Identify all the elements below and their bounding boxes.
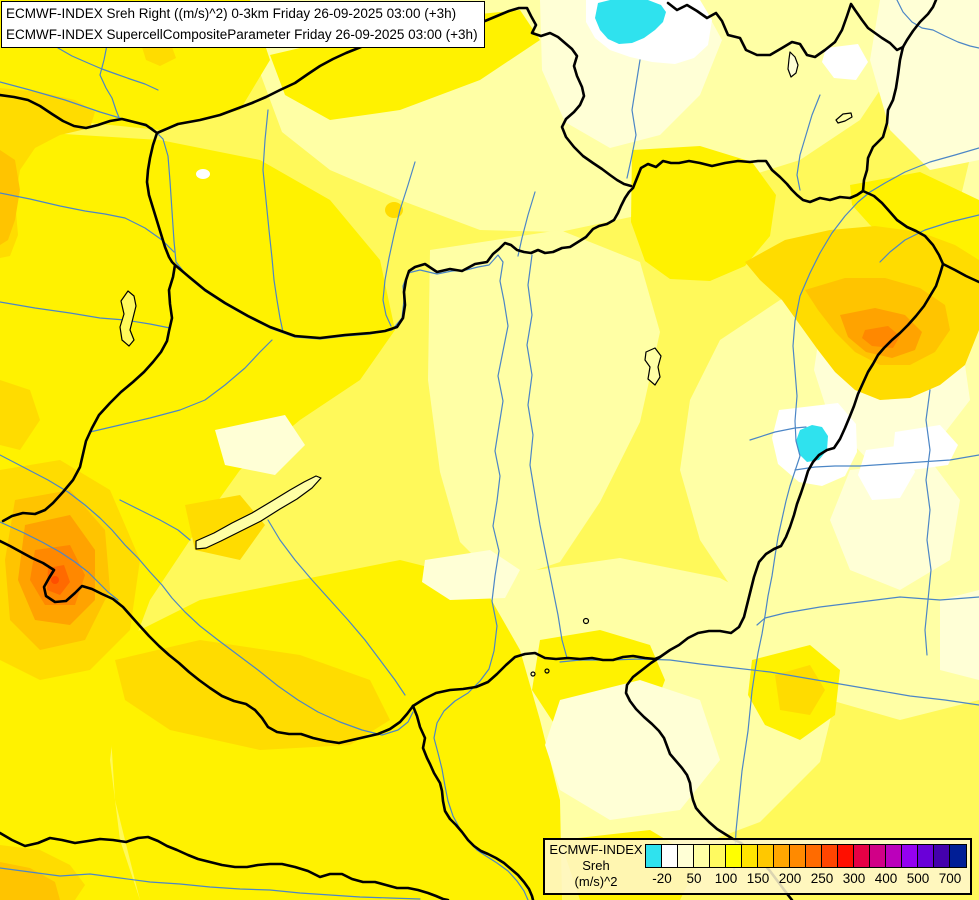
border-hu-ro xyxy=(658,189,945,659)
colorbar-ticks: -20 50 100 150 200 250 300 400 500 700 xyxy=(645,869,969,889)
river xyxy=(626,59,641,179)
legend-param: Sreh xyxy=(582,858,610,873)
river-tisza xyxy=(733,147,979,871)
river xyxy=(99,44,121,121)
lake-balaton xyxy=(195,475,322,550)
colorbar-cell xyxy=(678,845,694,867)
colorbar-cell xyxy=(918,845,934,867)
river xyxy=(89,339,273,433)
border-southwest-hook xyxy=(0,539,415,745)
border-hu-sk xyxy=(173,159,865,340)
lake-tisza xyxy=(644,347,662,386)
river xyxy=(756,596,979,626)
river xyxy=(796,94,821,191)
title-line-1: ECMWF-INDEX Sreh Right ((m/s)^2) 0-3km F… xyxy=(6,6,457,21)
river xyxy=(119,499,191,541)
colorbar-cell xyxy=(902,845,918,867)
legend-label: ECMWF-INDEX Sreh (m/s)^2 xyxy=(545,842,647,890)
border-at-hu-west xyxy=(1,131,177,523)
colorbar-cell xyxy=(886,845,902,867)
border-south-bottom xyxy=(0,831,450,900)
lake-dot xyxy=(530,671,536,677)
legend-units: (m/s)^2 xyxy=(574,874,618,889)
river xyxy=(0,521,119,601)
border-top-jagged xyxy=(666,1,905,59)
lake-small-northeast xyxy=(835,112,853,124)
colorbar-cell xyxy=(870,845,886,867)
title-line-2: ECMWF-INDEX SupercellCompositeParameter … xyxy=(6,27,478,42)
colorbar-cell xyxy=(758,845,774,867)
colorbar-cell xyxy=(822,845,838,867)
lake-dot xyxy=(582,617,590,625)
colorbar-cell xyxy=(838,845,854,867)
river xyxy=(879,214,979,263)
colorbar-cell xyxy=(726,845,742,867)
lake-ferto xyxy=(119,290,137,347)
colorbar-cell xyxy=(950,845,966,867)
river xyxy=(794,454,979,471)
colorbar-cell xyxy=(742,845,758,867)
colorbar-cell xyxy=(806,845,822,867)
colorbar-cell xyxy=(934,845,950,867)
river xyxy=(267,519,406,696)
tick-label: 50 xyxy=(686,871,702,886)
tick-label: 400 xyxy=(874,871,898,886)
colorbar-cell xyxy=(710,845,726,867)
colorbar-cell xyxy=(774,845,790,867)
river xyxy=(517,191,536,257)
river xyxy=(0,867,421,900)
title-box: ECMWF-INDEX Sreh Right ((m/s)^2) 0-3km F… xyxy=(1,1,485,48)
lake-small-north xyxy=(787,51,799,78)
colorbar-cell xyxy=(790,845,806,867)
legend-title: ECMWF-INDEX xyxy=(549,842,643,857)
tick-label: -20 xyxy=(652,871,672,886)
colorbar-cell xyxy=(854,845,870,867)
tick-label: 300 xyxy=(842,871,866,886)
river-drava xyxy=(0,454,414,736)
colorbar xyxy=(645,844,967,868)
tick-label: 100 xyxy=(714,871,738,886)
river xyxy=(749,426,807,441)
tick-label: 500 xyxy=(906,871,930,886)
border-northwest xyxy=(0,93,159,135)
border-topright-up xyxy=(901,0,938,49)
river xyxy=(382,161,416,327)
colorbar-cell xyxy=(646,845,662,867)
river xyxy=(896,0,979,49)
border-east-branch xyxy=(941,262,979,284)
border-east-upper xyxy=(861,45,905,193)
colorbar-cell xyxy=(662,845,678,867)
river xyxy=(526,254,568,659)
legend-box: ECMWF-INDEX Sreh (m/s)^2 -20 50 100 150 200 2… xyxy=(543,838,972,895)
border-north-diagonal xyxy=(155,6,633,188)
tick-label: 200 xyxy=(778,871,802,886)
cyan-patch-north xyxy=(595,0,666,44)
border-hu-rs xyxy=(411,651,662,708)
tick-label: 150 xyxy=(746,871,770,886)
field-cyan-regions xyxy=(595,0,828,462)
tick-label: 250 xyxy=(810,871,834,886)
cyan-patch-east xyxy=(796,425,828,462)
border-danube-south xyxy=(411,704,535,900)
lakes xyxy=(119,51,853,677)
river xyxy=(262,109,284,333)
tick-label: 700 xyxy=(938,871,962,886)
lake-dot xyxy=(544,668,550,674)
river xyxy=(0,301,171,329)
colorbar-cell xyxy=(694,845,710,867)
river xyxy=(57,47,159,91)
river xyxy=(924,389,932,656)
river xyxy=(0,192,175,253)
